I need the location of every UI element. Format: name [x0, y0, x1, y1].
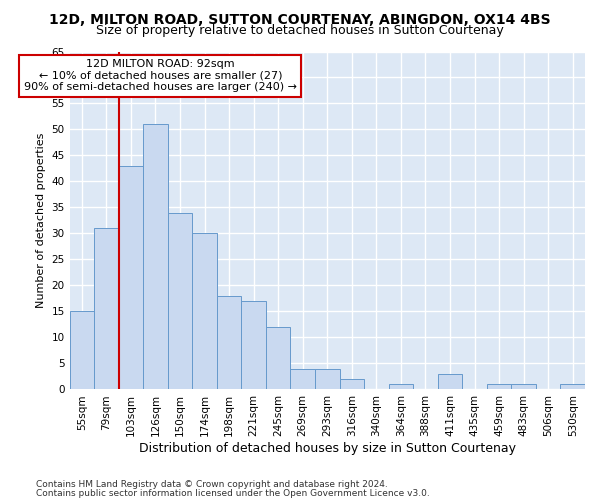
Bar: [168, 212, 192, 390]
Bar: [560, 384, 585, 390]
X-axis label: Distribution of detached houses by size in Sutton Courtenay: Distribution of detached houses by size …: [139, 442, 516, 455]
Bar: [143, 124, 168, 390]
Text: 12D, MILTON ROAD, SUTTON COURTENAY, ABINGDON, OX14 4BS: 12D, MILTON ROAD, SUTTON COURTENAY, ABIN…: [49, 12, 551, 26]
Bar: [340, 379, 364, 390]
Text: Size of property relative to detached houses in Sutton Courtenay: Size of property relative to detached ho…: [96, 24, 504, 37]
Bar: [290, 368, 315, 390]
Bar: [119, 166, 143, 390]
Bar: [217, 296, 241, 390]
Text: Contains HM Land Registry data © Crown copyright and database right 2024.: Contains HM Land Registry data © Crown c…: [36, 480, 388, 489]
Bar: [266, 327, 290, 390]
Bar: [511, 384, 536, 390]
Bar: [70, 312, 94, 390]
Bar: [241, 301, 266, 390]
Bar: [315, 368, 340, 390]
Bar: [438, 374, 462, 390]
Text: Contains public sector information licensed under the Open Government Licence v3: Contains public sector information licen…: [36, 488, 430, 498]
Bar: [487, 384, 511, 390]
Bar: [389, 384, 413, 390]
Y-axis label: Number of detached properties: Number of detached properties: [36, 133, 46, 308]
Text: 12D MILTON ROAD: 92sqm
← 10% of detached houses are smaller (27)
90% of semi-det: 12D MILTON ROAD: 92sqm ← 10% of detached…: [24, 60, 297, 92]
Bar: [192, 234, 217, 390]
Bar: [94, 228, 119, 390]
